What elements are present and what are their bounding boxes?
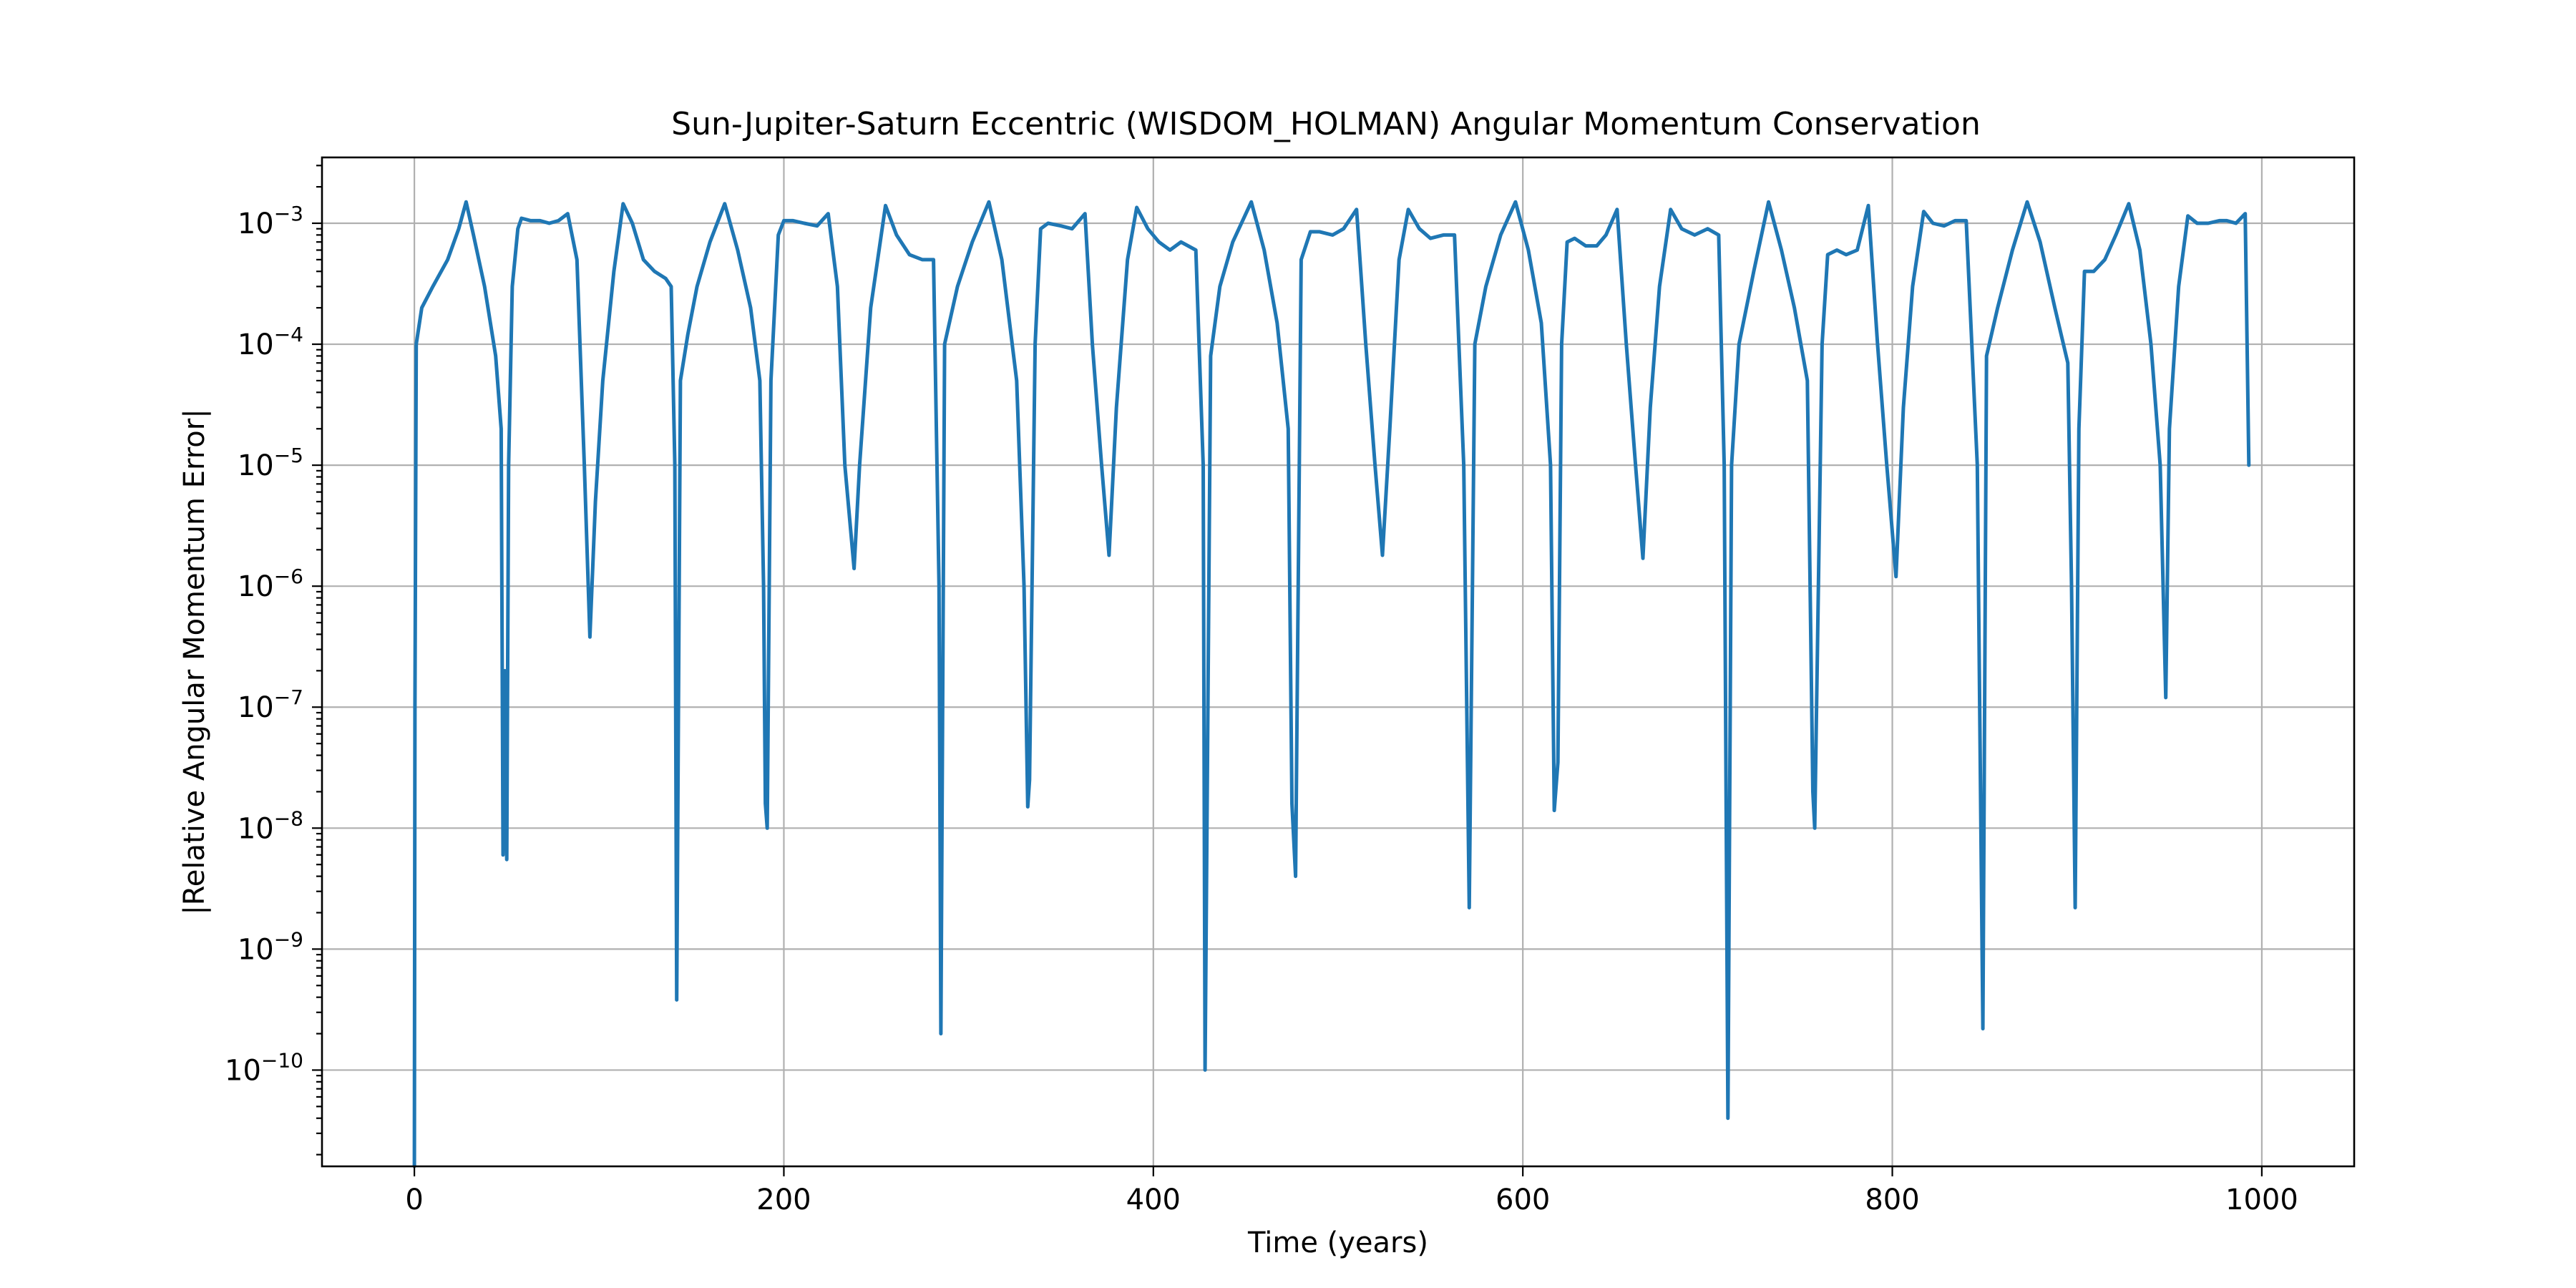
ticks: 0 200 400 600 800 1000 10−10 10−9 10−8 10−7 10−6 10… [225,165,2298,1216]
y-tick-label: 10−8 [238,806,303,845]
x-tick-label: 200 [756,1184,811,1216]
x-tick-label: 1000 [2225,1184,2298,1216]
x-tick-label: 800 [1865,1184,1919,1216]
y-tick-label: 10−5 [238,444,303,482]
y-tick-label: 10−9 [238,927,303,966]
y-tick-label: 10−4 [238,323,303,361]
series-line [412,200,2251,1169]
grid [322,157,2354,1166]
y-tick-label: 10−10 [225,1048,303,1087]
x-tick-label: 600 [1496,1184,1550,1216]
x-axis-label: Time (years) [1247,1226,1428,1259]
x-tick-label: 0 [405,1184,423,1216]
chart-title: Sun-Jupiter-Saturn Eccentric (WISDOM_HOL… [671,106,1981,142]
x-tick-label: 400 [1126,1184,1181,1216]
y-tick-label: 10−3 [238,202,303,240]
y-axis-label: |Relative Angular Momentum Error| [178,409,211,914]
y-tick-label: 10−7 [238,686,303,724]
series-layer [412,200,2251,1169]
plot-frame [321,156,2356,1168]
y-tick-label: 10−6 [238,565,303,603]
